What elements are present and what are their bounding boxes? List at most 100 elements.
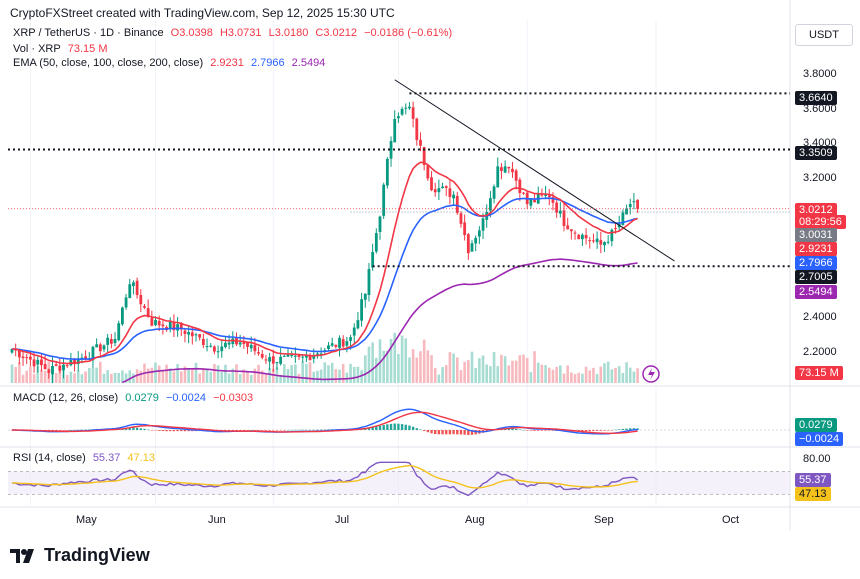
x-label-may: May	[76, 514, 97, 526]
volume-bar	[551, 369, 555, 383]
volume-bar	[249, 374, 253, 383]
volume-bar	[301, 361, 305, 383]
candle	[109, 338, 113, 344]
macd-histogram-bar	[397, 423, 400, 430]
candle	[209, 345, 213, 347]
volume-bar	[363, 355, 367, 383]
volume-bar	[463, 361, 466, 383]
volume-bar	[253, 368, 257, 383]
candle	[349, 337, 352, 341]
candle	[249, 344, 253, 349]
volume-bar	[305, 363, 308, 383]
ema200-value: 2.5494	[291, 57, 326, 69]
symbol-name[interactable]: XRP / TetherUS · 1D · Binance	[13, 27, 164, 39]
volume-bar	[562, 373, 566, 383]
macd-histogram-bar	[404, 424, 407, 430]
volume-bar	[161, 369, 165, 383]
volume-bar	[165, 364, 168, 383]
candle	[522, 192, 525, 194]
macd-histogram-bar	[529, 430, 533, 431]
candle	[176, 324, 179, 331]
candle	[36, 359, 40, 365]
volume-bar	[168, 368, 172, 383]
candle	[268, 357, 271, 362]
ema-label[interactable]: EMA (50, close, 100, close, 200, close)	[13, 57, 204, 69]
macd-histogram-bar	[279, 430, 282, 431]
candle	[544, 194, 547, 196]
candle	[374, 233, 378, 252]
macd-histogram-bar	[434, 430, 437, 435]
candle	[569, 229, 573, 232]
volume-bar	[231, 368, 235, 383]
volume-bar	[106, 370, 109, 383]
change-value: −0.0186 (−0.61%)	[364, 27, 453, 39]
candle	[319, 353, 323, 355]
volume-bar	[73, 373, 76, 383]
volume-bar	[327, 365, 330, 383]
volume-label[interactable]: Vol · XRP	[13, 43, 61, 55]
volume-bar	[474, 367, 477, 383]
volume-bar	[540, 364, 544, 383]
rsi-axis-tag: 55.37	[795, 473, 831, 487]
candle	[397, 116, 400, 119]
volume-bar	[319, 369, 323, 383]
candle	[547, 195, 551, 198]
volume-bar	[345, 372, 349, 383]
candle	[426, 165, 430, 179]
x-label-jul: Jul	[335, 514, 350, 526]
candle	[356, 320, 360, 329]
tradingview-logo[interactable]: TradingView	[10, 545, 150, 566]
volume-bar	[371, 342, 374, 383]
volume-bar	[625, 362, 628, 383]
candle	[95, 344, 99, 348]
candle	[62, 364, 65, 371]
macd-histogram-bar	[614, 429, 617, 431]
macd-histogram-bar	[422, 430, 426, 431]
volume-bar	[260, 370, 264, 383]
macd-histogram-bar	[378, 425, 382, 430]
candle	[441, 186, 444, 189]
candle	[179, 322, 183, 330]
currency-selector[interactable]: USDT	[795, 24, 853, 46]
volume-bar	[209, 371, 213, 383]
candle	[220, 346, 224, 352]
candle	[21, 356, 25, 359]
volume-bar	[110, 373, 113, 383]
macd-histogram-bar	[459, 430, 463, 435]
macd-histogram-bar	[514, 428, 518, 430]
volume-bar	[529, 372, 533, 383]
volume-bar	[430, 355, 433, 383]
volume-bar	[606, 361, 610, 383]
volume-bar	[279, 374, 282, 383]
macd-histogram-bar	[54, 430, 58, 431]
open-value: O3.0398	[170, 27, 213, 39]
candle	[121, 307, 124, 325]
macd-histogram-bar	[84, 429, 87, 431]
level-low-tag: 2.7005	[795, 270, 837, 284]
candles	[10, 101, 639, 384]
volume-bars	[10, 332, 639, 383]
candle	[106, 337, 110, 345]
macd-histogram-bar	[592, 430, 595, 432]
volume-bar	[386, 350, 389, 383]
volume-bar	[316, 370, 319, 383]
volume-bar	[367, 346, 371, 383]
candle	[566, 225, 570, 230]
candle	[25, 357, 29, 359]
macd-histogram-bar	[283, 430, 286, 431]
volume-bar	[154, 362, 157, 383]
macd-histogram-bar	[319, 429, 323, 431]
volume-bar	[382, 350, 385, 383]
volume-bar	[621, 372, 625, 383]
volume-bar	[194, 362, 198, 383]
ema100-line	[11, 197, 638, 360]
volume-bar	[492, 352, 496, 383]
macd-histogram-bar	[522, 429, 525, 431]
candle	[330, 343, 334, 346]
rsi-label[interactable]: RSI (14, close)	[13, 452, 86, 464]
macd-histogram-bar	[169, 430, 172, 432]
macd-label[interactable]: MACD (12, 26, close)	[13, 392, 119, 404]
macd-histogram-bar	[606, 430, 610, 431]
ema-legend: EMA (50, close, 100, close, 200, close) …	[13, 57, 329, 69]
